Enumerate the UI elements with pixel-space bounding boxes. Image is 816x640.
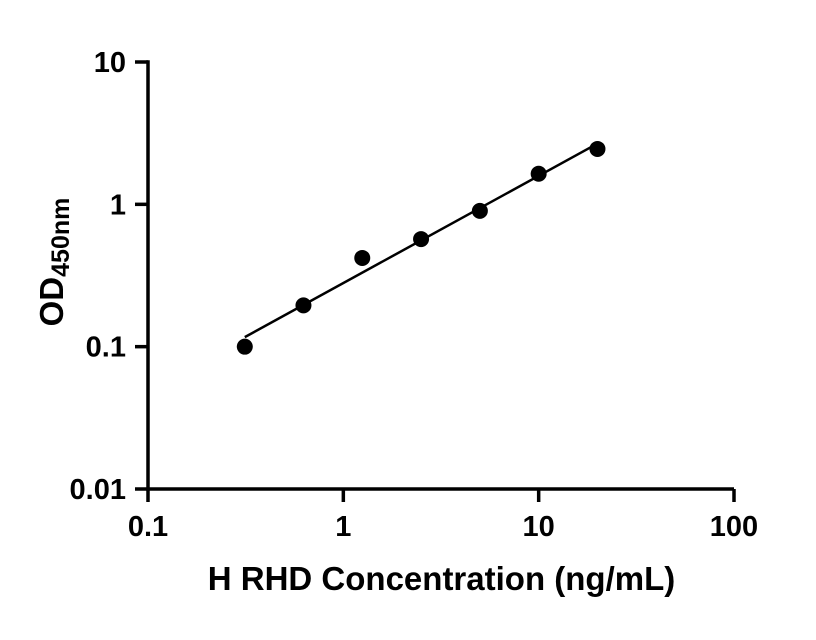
y-tick-label: 1	[110, 189, 126, 221]
y-tick-label: 10	[94, 47, 126, 79]
x-tick-label: 100	[710, 511, 758, 543]
axes-line	[146, 60, 734, 491]
data-point	[236, 338, 253, 355]
data-point	[471, 202, 488, 219]
y-tick-label: 0.1	[86, 332, 126, 364]
data-point	[354, 249, 371, 266]
y-axis-title-subscript: 450nm	[47, 197, 75, 277]
y-axis-title: OD450nm	[33, 198, 75, 327]
y-axis-title-main: OD	[33, 276, 70, 327]
data-point	[530, 165, 547, 182]
x-tick-label: 10	[523, 511, 555, 543]
x-axis-title: H RHD Concentration (ng/mL)	[207, 560, 676, 597]
data-point	[589, 140, 606, 157]
y-tick-label: 0.01	[70, 474, 126, 506]
data-point	[295, 297, 312, 314]
x-tick-label: 0.1	[128, 511, 168, 543]
data-point	[413, 231, 430, 248]
x-tick-label: 1	[335, 511, 351, 543]
